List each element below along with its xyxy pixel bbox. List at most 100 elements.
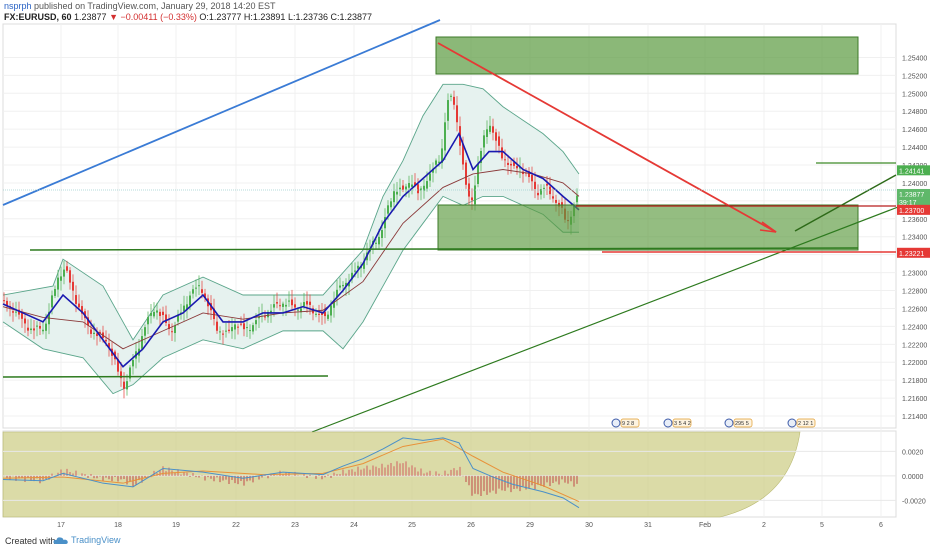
candle-body [342,284,344,287]
main-pane-border [2,23,897,429]
candle-body [375,242,377,244]
candle-body [159,311,161,316]
candle-body [18,309,20,315]
time-tick-label: 24 [350,522,358,529]
time-tick-label: 31 [644,522,652,529]
candle-body [201,289,203,293]
candle-body [333,300,335,308]
candle-body [534,181,536,190]
candle-body [36,325,38,327]
candle-body [237,326,239,328]
time-tick-label: 26 [467,522,475,529]
support-zone[interactable] [437,204,859,251]
event-flag-icon [663,418,673,428]
price-tick-label: 1.23000 [902,271,927,278]
price-tick-label: 1.22600 [902,306,927,313]
candle-body [330,305,332,316]
candle-body [450,95,452,97]
band-upper [2,83,580,341]
candle-body [387,205,389,214]
candle-body [147,317,149,325]
candle-body [528,171,530,178]
candle-body [435,160,437,165]
chart-header: nsprph published on TradingView.com, Jan… [0,0,932,24]
trend-line-red[interactable] [437,42,777,233]
macd-signal-line [2,438,580,502]
ma-slow-line [2,169,580,350]
candle-body [414,182,416,186]
candle-body [165,314,167,324]
author-name[interactable]: nsprph [4,1,32,11]
time-axis[interactable]: 17 18 19 22 23 24 25 26 29 30 31 Feb 2 5 6 [57,522,883,529]
candle-body [192,289,194,294]
price-axis[interactable]: 1.25400 1.25200 1.25000 1.24800 1.24600 1.244… [897,55,930,421]
candle-body [228,329,230,332]
rising-trend-line[interactable] [311,206,899,433]
candle-body [150,313,152,316]
candle-body [306,301,308,305]
price-label-bg [897,165,930,176]
candle-body [339,285,341,288]
event-badge-label: 2 12 1 [798,421,813,427]
candle-body [3,300,5,302]
candle-body [99,331,101,333]
economic-events[interactable]: 9 2 8 3 5 4 2 295 5 2 12 1 [611,418,816,428]
resistance-zone[interactable] [435,36,859,75]
tradingview-logo[interactable]: TradingView [53,535,121,545]
time-tick-label: 18 [114,522,122,529]
candle-body [501,147,503,159]
price-tick-label: 1.21600 [902,396,927,403]
candle-body [408,183,410,188]
price-label: 1.23877 [899,192,924,199]
projection-line[interactable] [794,174,897,232]
candle-body [24,318,26,324]
candle-body [195,287,197,289]
candle-body [465,162,467,185]
candle-body [117,359,119,372]
event-badge-label: 295 5 [735,421,749,427]
event-flag-icon [724,418,734,428]
time-tick-label: Feb [699,522,711,529]
candle-body [390,201,392,208]
candle-body [105,339,107,342]
event-badge-bg [672,418,692,428]
price-label-bg [897,204,930,215]
event-badge-bg [733,418,753,428]
candle-body [243,323,245,330]
candle-body [216,321,218,331]
candle-body [324,311,326,317]
lower-support-line[interactable] [2,375,329,378]
tradingview-brand: TradingView [71,535,121,545]
event-flag-icon [611,418,621,428]
price-tick-label: 1.24800 [902,109,927,116]
candle-body [315,313,317,315]
drawings[interactable] [2,19,899,433]
candle-body [12,311,14,313]
price-tick-label: 1.24600 [902,127,927,134]
candle-body [240,323,242,325]
candle-body [396,191,398,195]
candle-body [432,168,434,173]
trend-line-blue[interactable] [2,19,441,206]
candle-body [345,282,347,287]
candle-body [90,329,92,334]
candle-body [498,136,500,146]
candle-body [120,371,122,379]
candle-body [186,304,188,310]
time-tick-label: 29 [526,522,534,529]
candle-body [54,289,56,296]
time-tick-label: 5 [820,522,824,529]
time-tick-label: 25 [408,522,416,529]
candle-body [279,305,281,307]
candle-body [273,304,275,308]
price-label: 1.24141 [899,168,924,175]
time-tick-label: 22 [232,522,240,529]
price-label-bg [897,196,930,207]
horizontal-support-line[interactable] [29,247,859,251]
candle-body [294,304,296,308]
cloud-icon [53,537,68,544]
candle-body [51,295,53,308]
candle-body [108,343,110,348]
price-tick-label: 1.24400 [902,145,927,152]
